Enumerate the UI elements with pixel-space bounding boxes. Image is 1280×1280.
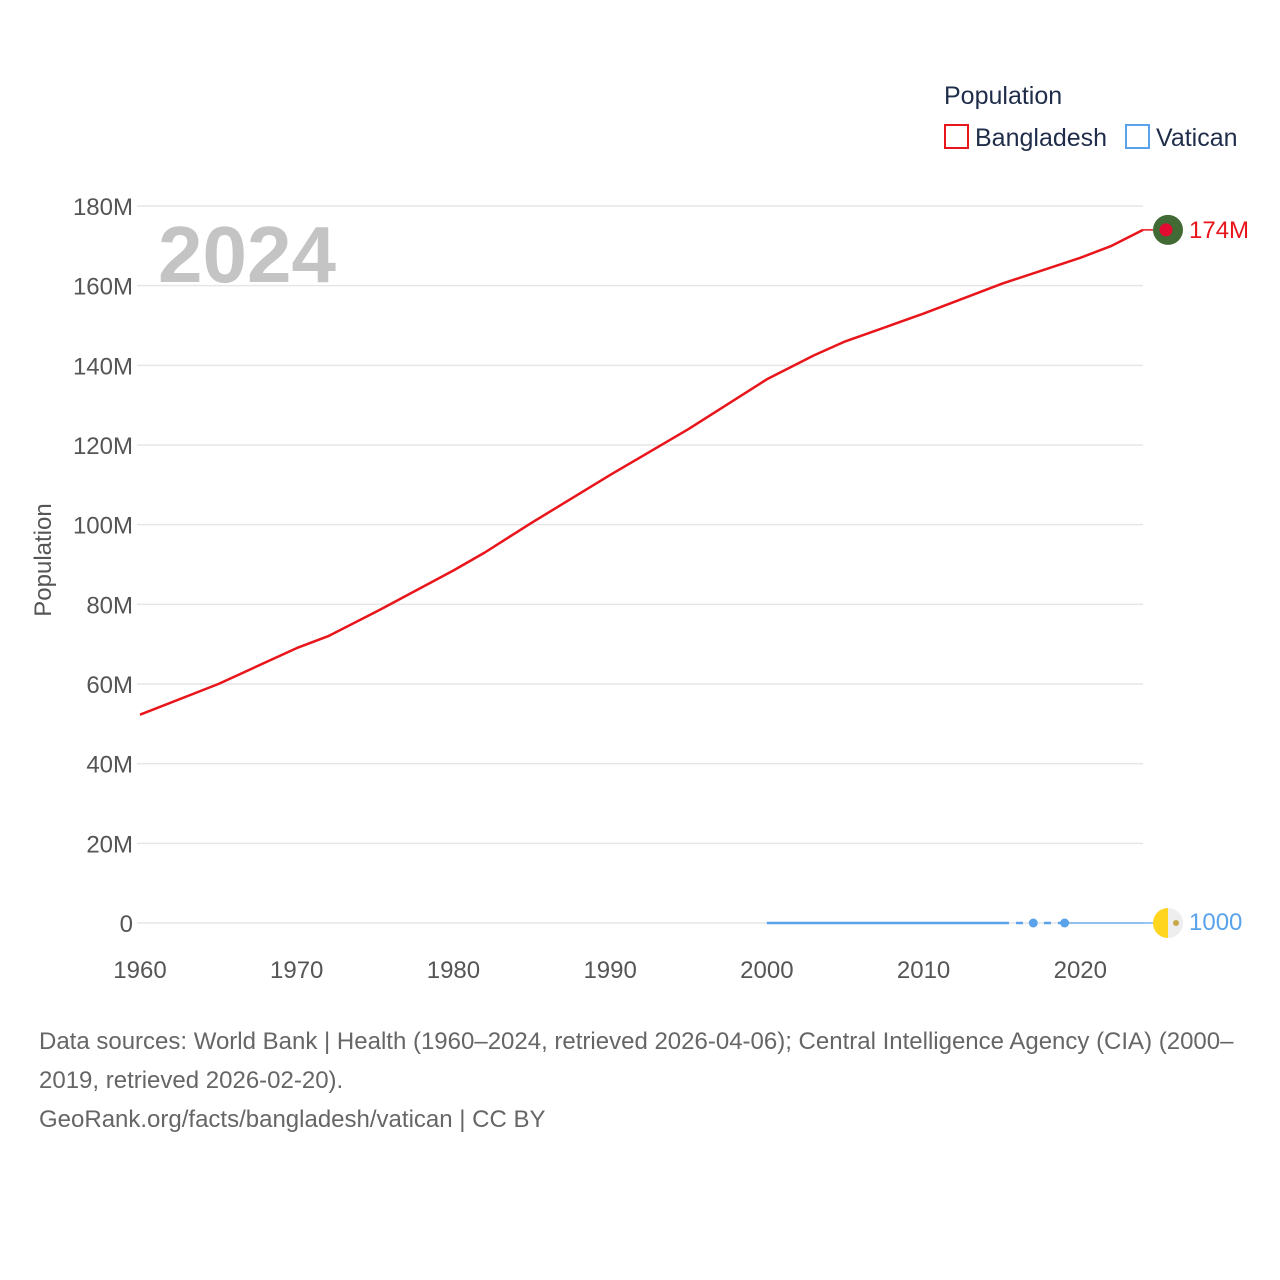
data-point-vatican[interactable]: [1028, 918, 1038, 928]
x-tick-label: 2020: [1054, 957, 1107, 984]
legend-title: Population: [944, 82, 1062, 110]
flag-marker-vatican-emblem: [1173, 919, 1179, 926]
x-tick-label: 1970: [270, 957, 323, 984]
x-tick-label: 1990: [583, 957, 636, 984]
legend-label-bangladesh[interactable]: Bangladesh: [975, 124, 1107, 152]
x-tick-label: 2000: [740, 957, 793, 984]
x-axis: 1960 1970 1980 1990 2000 2010 2020: [113, 957, 1107, 984]
y-tick-label: 140M: [73, 353, 133, 380]
x-tick-label: 1960: [113, 957, 166, 984]
gridlines: [137, 205, 1143, 924]
legend-label-vatican[interactable]: Vatican: [1156, 124, 1238, 152]
y-tick-label: 120M: [73, 433, 133, 460]
y-axis: 0 20M 40M 60M 80M 100M 120M 140M 160M 180M: [73, 194, 133, 938]
series-line-bangladesh[interactable]: [139, 228, 1144, 716]
data-sources: Data sources: World Bank | Health (1960–…: [39, 1028, 1234, 1094]
end-label-vatican: 1000: [1189, 909, 1242, 936]
y-tick-label: 160M: [73, 274, 133, 301]
end-label-bangladesh: 174M: [1189, 217, 1249, 244]
flag-marker-vatican-half: [1153, 907, 1168, 938]
y-tick-label: 80M: [86, 592, 133, 619]
y-tick-label: 0: [120, 911, 133, 938]
x-tick-label: 1980: [427, 957, 480, 984]
flag-marker-bangladesh-disc: [1159, 223, 1173, 237]
y-tick-label: 40M: [86, 752, 133, 779]
y-tick-label: 180M: [73, 194, 133, 221]
y-axis-title: Population: [30, 503, 57, 616]
y-tick-label: 100M: [73, 513, 133, 540]
series-layer: 174M 1000: [139, 214, 1249, 938]
legend-swatch-bangladesh[interactable]: [944, 124, 969, 149]
year-watermark: 2024: [158, 210, 336, 299]
x-tick-label: 2010: [897, 957, 950, 984]
footer: Data sources: World Bank | Health (1960–…: [39, 1022, 1254, 1139]
legend-swatch-vatican[interactable]: [1125, 124, 1150, 149]
data-point-vatican[interactable]: [1060, 918, 1070, 928]
y-tick-label: 60M: [86, 672, 133, 699]
y-tick-label: 20M: [86, 831, 133, 858]
legend[interactable]: Population Bangladesh Vatican: [944, 82, 1238, 152]
attribution-link[interactable]: GeoRank.org/facts/bangladesh/vatican | C…: [39, 1106, 546, 1133]
